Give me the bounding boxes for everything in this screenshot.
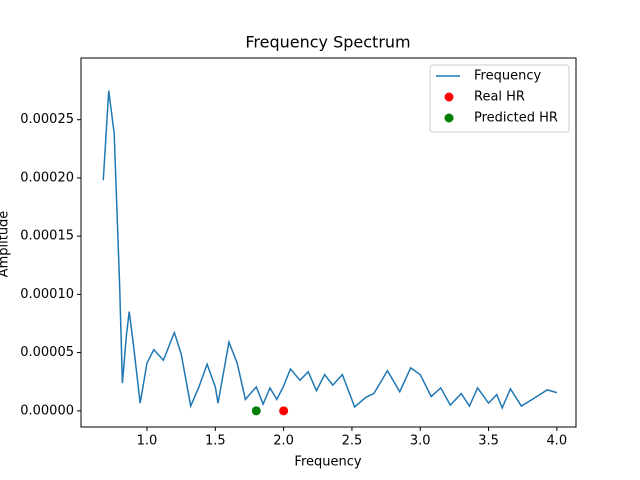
x-tick-label: 3.0 — [410, 434, 431, 449]
scatter-point — [251, 406, 261, 416]
legend-box — [429, 64, 570, 133]
y-tick-label: 0.00015 — [20, 229, 74, 244]
chart-title: Frequency Spectrum — [245, 33, 410, 52]
x-tick-label: 2.5 — [342, 434, 363, 449]
y-tick-label: 0.00010 — [20, 287, 74, 302]
legend-label: Predicted HR — [474, 111, 558, 126]
legend-marker — [444, 92, 454, 102]
legend-label: Frequency — [474, 69, 541, 84]
plot-frame — [80, 57, 577, 428]
legend-marker — [444, 113, 454, 123]
y-tick-label: 0.00000 — [20, 403, 74, 418]
x-tick-label: 4.0 — [547, 434, 568, 449]
x-axis-label: Frequency — [294, 455, 361, 470]
y-tick-label: 0.00005 — [20, 345, 74, 360]
scatter-point — [279, 406, 289, 416]
x-tick-label: 1.0 — [137, 434, 158, 449]
spectrum-line — [102, 90, 558, 410]
y-tick-label: 0.00020 — [20, 170, 74, 185]
x-tick-label: 3.5 — [478, 434, 499, 449]
y-tick-label: 0.00025 — [20, 112, 74, 127]
x-tick-label: 2.0 — [273, 434, 294, 449]
y-axis-label: Amplitude — [0, 211, 12, 278]
legend-label: Real HR — [474, 90, 525, 105]
x-tick-label: 1.5 — [205, 434, 226, 449]
